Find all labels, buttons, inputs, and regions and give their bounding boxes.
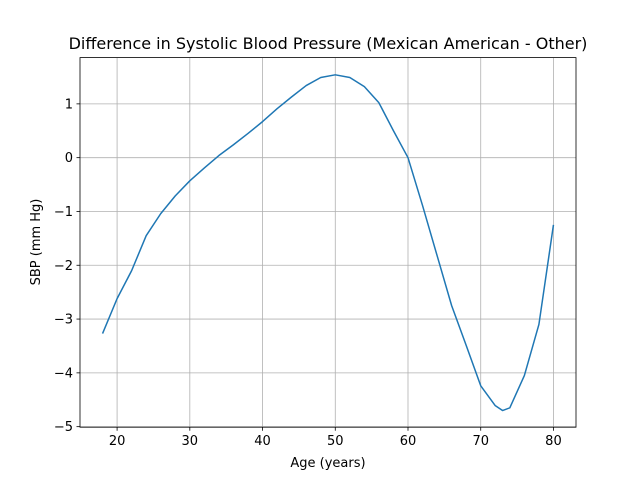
- x-tick-label: 30: [182, 434, 199, 449]
- x-tick-label: 80: [545, 434, 562, 449]
- chart-title: Difference in Systolic Blood Pressure (M…: [69, 34, 588, 53]
- y-tick-label: −2: [54, 259, 73, 274]
- y-tick-label: −5: [54, 420, 73, 435]
- grid: 20 30 40 50 60 70 80 −5 −4 −3 −2 −1 0 1: [54, 57, 576, 449]
- y-tick-label: −3: [54, 313, 73, 328]
- y-tick-label: 0: [65, 151, 73, 166]
- x-tick-label: 50: [327, 434, 344, 449]
- y-tick-label: −1: [54, 205, 73, 220]
- plot: [101, 74, 555, 412]
- y-tick-label: 1: [65, 97, 73, 112]
- line: [101, 74, 555, 412]
- x-tick-label: 60: [400, 434, 417, 449]
- axes-frame: [79, 57, 577, 428]
- x-tick-label: 70: [472, 434, 489, 449]
- x-axis-label: Age (years): [290, 456, 365, 471]
- y-tick-label: −4: [54, 366, 73, 381]
- x-tick-label: 20: [109, 434, 126, 449]
- y-axis-label: SBP (mm Hg): [29, 199, 44, 286]
- x-tick-label: 40: [254, 434, 271, 449]
